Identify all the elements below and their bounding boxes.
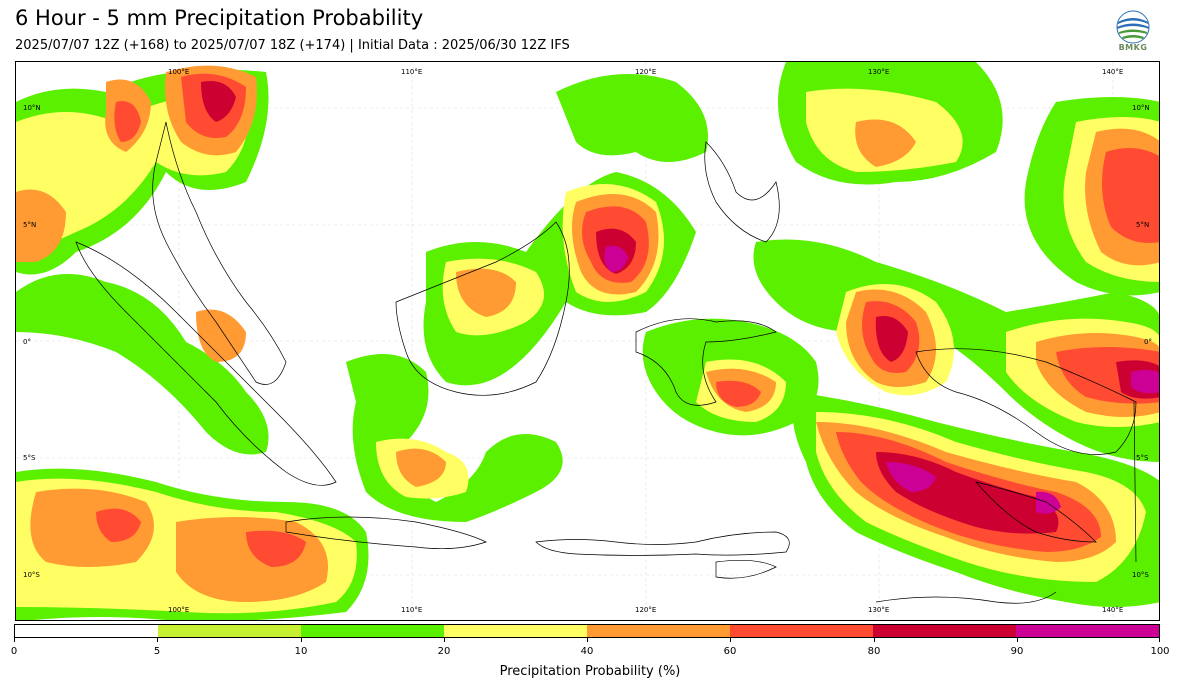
page-subtitle: 2025/07/07 12Z (+168) to 2025/07/07 18Z …	[15, 38, 570, 53]
lon-label: 130°E	[868, 68, 889, 76]
lat-label: 5°N	[23, 221, 36, 229]
colorbar-tick-label: 100	[1150, 646, 1170, 657]
colorbar	[14, 624, 1160, 638]
colorbar-tick-label: 20	[437, 646, 451, 657]
colorbar-tick	[587, 638, 588, 642]
lon-label: 120°E	[635, 606, 656, 614]
lon-label: 110°E	[401, 606, 422, 614]
lat-label: 5°S	[1136, 454, 1149, 462]
colorbar-segment	[1016, 625, 1159, 637]
lat-labels-left: 10°N 5°N 0° 5°S 10°S	[23, 104, 41, 579]
lat-label: 10°N	[1132, 104, 1150, 112]
lat-labels-right: 10°N 5°N 0° 5°S 10°S	[1132, 104, 1152, 579]
colorbar-tick	[444, 638, 445, 642]
colorbar-tick	[14, 638, 15, 642]
colorbar-tick	[730, 638, 731, 642]
page-title: 6 Hour - 5 mm Precipitation Probability	[15, 6, 424, 30]
lat-label: 5°S	[23, 454, 36, 462]
precipitation-map: 100°E 110°E 120°E 130°E 140°E 100°E 110°…	[15, 61, 1160, 621]
colorbar-segment	[730, 625, 873, 637]
lon-label: 110°E	[401, 68, 422, 76]
colorbar-title: Precipitation Probability (%)	[499, 664, 681, 679]
lon-label: 100°E	[168, 606, 189, 614]
colorbar-segment	[444, 625, 587, 637]
coastlines	[75, 121, 1137, 604]
colorbar-tick-label: 40	[580, 646, 594, 657]
colorbar-segment	[873, 625, 1016, 637]
lon-label: 140°E	[1102, 68, 1123, 76]
colorbar-tick-label: 10	[294, 646, 308, 657]
colorbar-tick-label: 80	[867, 646, 881, 657]
colorbar-tick	[874, 638, 875, 642]
logo-text: BMKG	[1118, 43, 1148, 52]
colorbar-segment	[158, 625, 301, 637]
colorbar-tick-label: 90	[1010, 646, 1024, 657]
lat-label: 5°N	[1136, 221, 1149, 229]
colorbar-tick	[1017, 638, 1018, 642]
lon-labels-bottom: 100°E 110°E 120°E 130°E 140°E	[168, 606, 1123, 614]
lon-label: 100°E	[168, 68, 189, 76]
colorbar-ticks	[14, 638, 1160, 644]
colorbar-segment	[587, 625, 730, 637]
lon-label: 140°E	[1102, 606, 1123, 614]
lat-label: 0°	[1144, 338, 1152, 346]
colorbar-segment	[301, 625, 444, 637]
lat-label: 10°N	[23, 104, 41, 112]
lon-labels-top: 100°E 110°E 120°E 130°E 140°E	[168, 68, 1123, 76]
colorbar-tick	[301, 638, 302, 642]
colorbar-tick-label: 0	[10, 646, 18, 657]
colorbar-segment	[15, 625, 158, 637]
colorbar-tick-label: 60	[723, 646, 737, 657]
colorbar-tick-label: 5	[153, 646, 161, 657]
lat-label: 10°S	[1132, 571, 1149, 579]
lon-label: 120°E	[635, 68, 656, 76]
precipitation-field	[16, 62, 1159, 620]
colorbar-tick	[157, 638, 158, 642]
bmkg-logo-icon	[1112, 10, 1154, 56]
map-svg: 100°E 110°E 120°E 130°E 140°E 100°E 110°…	[16, 62, 1159, 620]
lon-label: 130°E	[868, 606, 889, 614]
lat-label: 0°	[23, 338, 31, 346]
colorbar-tick	[1159, 638, 1160, 642]
lat-label: 10°S	[23, 571, 40, 579]
